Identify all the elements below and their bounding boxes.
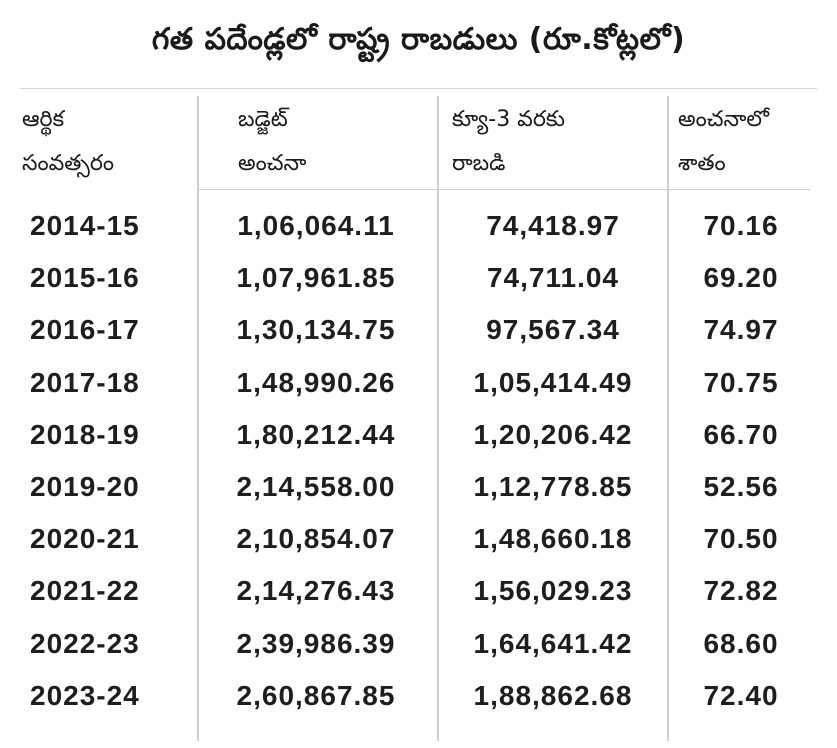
cell-year: 2017-18 xyxy=(30,366,140,398)
cell-revenue: 1,05,414.49 xyxy=(473,366,633,398)
header-revenue-line1: క్యూ-3 వరకు xyxy=(452,107,565,132)
cell-budget: 2,14,558.00 xyxy=(236,470,396,502)
cell-revenue: 74,711.04 xyxy=(486,262,620,294)
cell-percent: 72.40 xyxy=(703,679,779,711)
cell-year: 2014-15 xyxy=(30,210,140,241)
table-body: 2014-15 1,06,064.11 74,418.97 70.16 2015… xyxy=(0,200,837,722)
cell-year: 2023-24 xyxy=(30,679,140,711)
cell-revenue: 1,56,029.23 xyxy=(473,575,633,607)
cell-budget: 1,48,990.26 xyxy=(236,366,396,398)
table-header: ఆర్థిక సంవత్సరం బడ్జెట్ అంచనా క్యూ-3 వరక… xyxy=(0,98,837,193)
header-percent-line2: శాతం xyxy=(678,151,726,176)
table-row: 2016-17 1,30,134.75 97,567.34 74.97 xyxy=(0,304,837,356)
cell-percent: 52.56 xyxy=(703,470,779,502)
header-fiscal-year: ఆర్థిక సంవత్సరం xyxy=(22,98,192,193)
table-row: 2015-16 1,07,961.85 74,711.04 69.20 xyxy=(0,252,837,304)
cell-revenue: 1,64,641.42 xyxy=(473,627,633,659)
header-revenue-line2: రాబడి xyxy=(452,151,506,176)
table-row: 2014-15 1,06,064.11 74,418.97 70.16 xyxy=(0,200,837,252)
cell-percent: 68.60 xyxy=(703,627,779,659)
cell-year: 2019-20 xyxy=(30,470,140,502)
header-fiscal-year-line1: ఆర్థిక xyxy=(22,107,65,132)
table-row: 2018-19 1,80,212.44 1,20,206.42 66.70 xyxy=(0,409,837,461)
cell-year: 2018-19 xyxy=(30,418,140,450)
cell-year: 2015-16 xyxy=(30,262,140,294)
cell-percent: 66.70 xyxy=(703,418,779,450)
header-percent-line1: అంచనాలో xyxy=(678,107,769,132)
column-divider xyxy=(437,96,439,741)
header-percent-of-estimate: అంచనాలో శాతం xyxy=(670,98,820,193)
header-fiscal-year-line2: సంవత్సరం xyxy=(22,151,115,176)
cell-budget: 1,80,212.44 xyxy=(236,418,396,450)
table-title: గత పదేండ్లలో రాష్ట్ర రాబడులు (రూ.కోట్లలో… xyxy=(151,22,686,57)
cell-budget: 1,30,134.75 xyxy=(236,314,396,346)
cell-budget: 1,07,961.85 xyxy=(236,262,396,294)
cell-percent: 74.97 xyxy=(703,314,779,346)
cell-budget: 2,39,986.39 xyxy=(236,627,396,659)
cell-percent: 70.75 xyxy=(703,366,779,398)
cell-budget: 1,06,064.11 xyxy=(237,210,395,241)
cell-revenue: 97,567.34 xyxy=(486,314,620,346)
cell-revenue: 1,20,206.42 xyxy=(473,418,633,450)
cell-year: 2021-22 xyxy=(30,575,140,607)
header-q3-revenue: క్యూ-3 వరకు రాబడి xyxy=(440,98,665,193)
cell-revenue: 1,48,660.18 xyxy=(473,523,633,555)
table-row: 2020-21 2,10,854.07 1,48,660.18 70.50 xyxy=(0,513,837,565)
table-row: 2021-22 2,14,276.43 1,56,029.23 72.82 xyxy=(0,565,837,617)
cell-budget: 2,60,867.85 xyxy=(236,679,396,711)
table-row: 2017-18 1,48,990.26 1,05,414.49 70.75 xyxy=(0,357,837,409)
header-budget-estimate: బడ్జెట్ అంచనా xyxy=(200,98,435,193)
column-divider xyxy=(197,96,199,741)
cell-revenue: 1,88,862.68 xyxy=(473,679,633,711)
header-budget-line2: అంచనా xyxy=(238,151,307,176)
title-divider xyxy=(20,88,817,89)
cell-percent: 70.16 xyxy=(703,210,779,241)
cell-revenue: 1,12,778.85 xyxy=(473,470,633,502)
cell-budget: 2,10,854.07 xyxy=(236,523,396,555)
cell-year: 2020-21 xyxy=(30,523,140,555)
table-row: 2022-23 2,39,986.39 1,64,641.42 68.60 xyxy=(0,618,837,670)
cell-year: 2022-23 xyxy=(30,627,140,659)
table-row: 2019-20 2,14,558.00 1,12,778.85 52.56 xyxy=(0,461,837,513)
cell-budget: 2,14,276.43 xyxy=(236,575,396,607)
table-row: 2023-24 2,60,867.85 1,88,862.68 72.40 xyxy=(0,670,837,722)
header-budget-line1: బడ్జెట్ xyxy=(238,107,288,132)
cell-revenue: 74,418.97 xyxy=(486,210,620,241)
cell-percent: 69.20 xyxy=(703,262,779,294)
cell-year: 2016-17 xyxy=(30,314,140,346)
column-divider xyxy=(667,96,669,741)
cell-percent: 70.50 xyxy=(703,523,779,555)
cell-percent: 72.82 xyxy=(703,575,779,607)
header-divider xyxy=(198,189,810,190)
